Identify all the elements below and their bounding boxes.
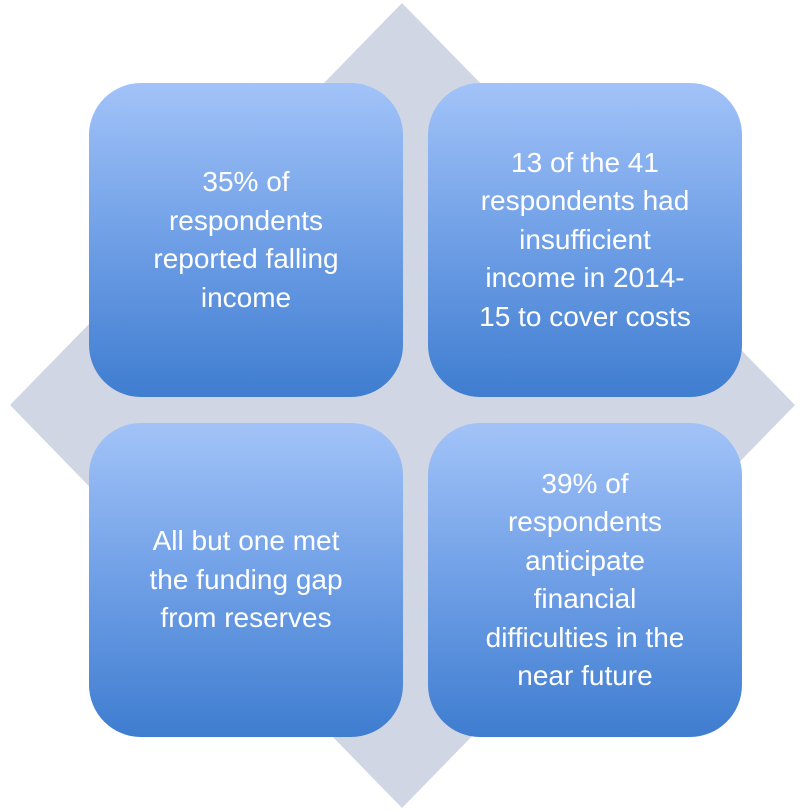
box-text: 13 of the 41 xyxy=(511,146,659,178)
box-text: respondents xyxy=(168,204,324,236)
box-text: income xyxy=(200,281,292,313)
box: All but one met the funding gap from reser… xyxy=(89,423,403,737)
box-text: respondents xyxy=(507,506,663,537)
box-text: insufficient xyxy=(519,223,651,255)
box-text: 15 to cover costs xyxy=(479,300,691,332)
box-text: financial xyxy=(533,583,637,614)
box-text: from reserves xyxy=(160,602,332,634)
box-text: reported falling xyxy=(153,243,339,274)
box: 13 of the 41 respondents had insufficient i… xyxy=(428,83,742,397)
box-text: near future xyxy=(517,660,653,691)
box-text: anticipate xyxy=(525,544,645,576)
box-text: income in 2014- xyxy=(485,262,685,294)
box-text: difficulties in the xyxy=(485,621,685,653)
box-text: 35% of xyxy=(202,166,290,197)
box: 39% of respondents anticipate financial diff… xyxy=(428,423,742,737)
box-text: All but one met xyxy=(152,525,340,557)
box-text: the funding gap xyxy=(149,563,343,595)
box-text: 39% of xyxy=(541,467,629,499)
box-text: respondents had xyxy=(480,185,690,217)
box: 35% of respondents reported falling income xyxy=(89,83,403,397)
